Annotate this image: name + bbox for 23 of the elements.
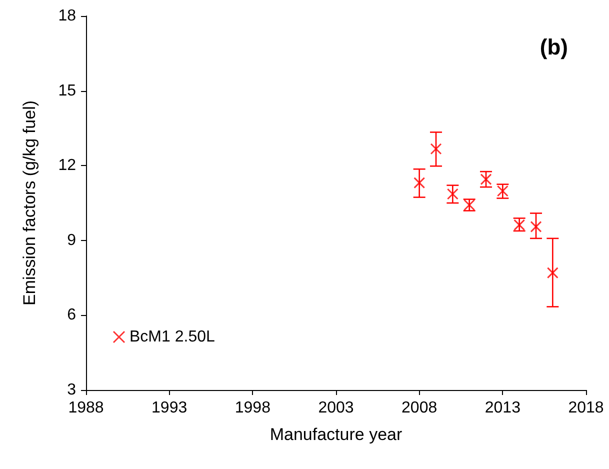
- x-tick-label: 2008: [402, 400, 438, 416]
- y-tick-label: 18: [58, 8, 76, 24]
- x-tick-label: 1988: [68, 400, 104, 416]
- x-tick-label: 2013: [484, 400, 521, 416]
- point: [530, 220, 542, 232]
- y-axis-title: Emission factors (g/kg fuel): [20, 100, 39, 306]
- x-tick-label: 2003: [318, 400, 354, 416]
- y-tick-label: 3: [67, 382, 76, 398]
- annotation: (b): [540, 34, 568, 60]
- point: [430, 143, 442, 155]
- x-tick-label: 2018: [568, 400, 604, 416]
- y-tick-label: 6: [67, 306, 76, 324]
- x-tick-label: 1998: [234, 400, 271, 416]
- x-axis-title: Manufacture year: [270, 425, 402, 444]
- point: [446, 188, 458, 200]
- y-tick-label: 15: [58, 82, 76, 100]
- point: [414, 177, 426, 189]
- y-tick-label: 12: [58, 157, 76, 174]
- x-tick-label: 1993: [152, 400, 188, 416]
- y-tick-label: 9: [67, 232, 76, 249]
- legend-label: BcM1 2.50L: [130, 328, 215, 346]
- point: [546, 267, 558, 279]
- point: [480, 174, 492, 186]
